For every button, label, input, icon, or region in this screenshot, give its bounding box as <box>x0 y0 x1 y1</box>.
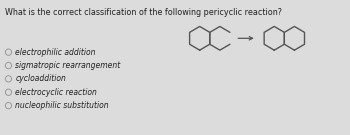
Text: What is the correct classification of the following pericyclic reaction?: What is the correct classification of th… <box>5 8 282 17</box>
Text: cycloaddition: cycloaddition <box>15 74 66 83</box>
Text: electrocyclic reaction: electrocyclic reaction <box>15 88 97 97</box>
Text: electrophilic addition: electrophilic addition <box>15 48 96 57</box>
Text: nucleophilic substitution: nucleophilic substitution <box>15 101 109 110</box>
Text: sigmatropic rearrangement: sigmatropic rearrangement <box>15 61 120 70</box>
